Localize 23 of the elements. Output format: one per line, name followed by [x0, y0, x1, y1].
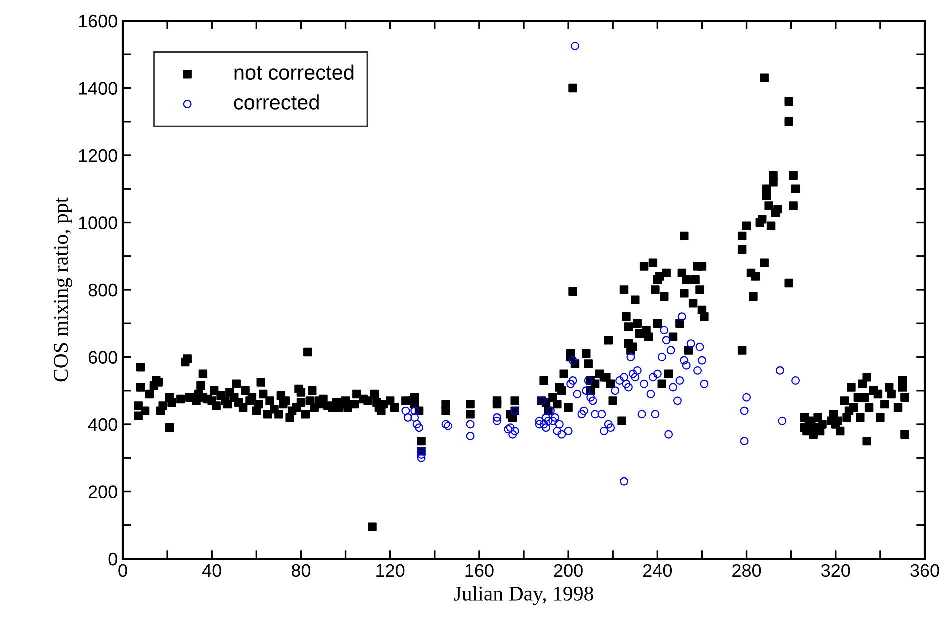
x-tick-label: 360 [910, 564, 940, 578]
x-tick-label: 240 [644, 564, 672, 578]
y-tick-label: 1600 [79, 14, 118, 28]
x-tick-label: 40 [202, 564, 222, 578]
legend-label: corrected [234, 94, 319, 110]
x-tick-label: 320 [822, 564, 850, 578]
x-axis-title: Julian Day, 1998 [454, 586, 594, 606]
y-tick-label: 1400 [79, 82, 118, 95]
y-tick-label: 1200 [79, 149, 118, 162]
y-tick-label: 800 [88, 284, 118, 297]
x-tick-label: 120 [376, 564, 405, 578]
y-tick-label: 0 [108, 552, 118, 566]
y-tick-label: 400 [88, 418, 118, 432]
y-tick-label: 1000 [79, 216, 118, 230]
y-tick-label: 600 [88, 351, 118, 364]
x-tick-label: 0 [118, 564, 128, 578]
legend-label: not corrected [234, 64, 354, 80]
y-axis-title: COS mixing ratio, ppt [54, 198, 72, 382]
x-tick-label: 200 [554, 564, 583, 578]
x-tick-label: 160 [466, 564, 494, 578]
x-tick-label: 280 [732, 564, 762, 578]
x-tick-label: 80 [292, 564, 311, 578]
y-tick-label: 200 [88, 486, 118, 498]
